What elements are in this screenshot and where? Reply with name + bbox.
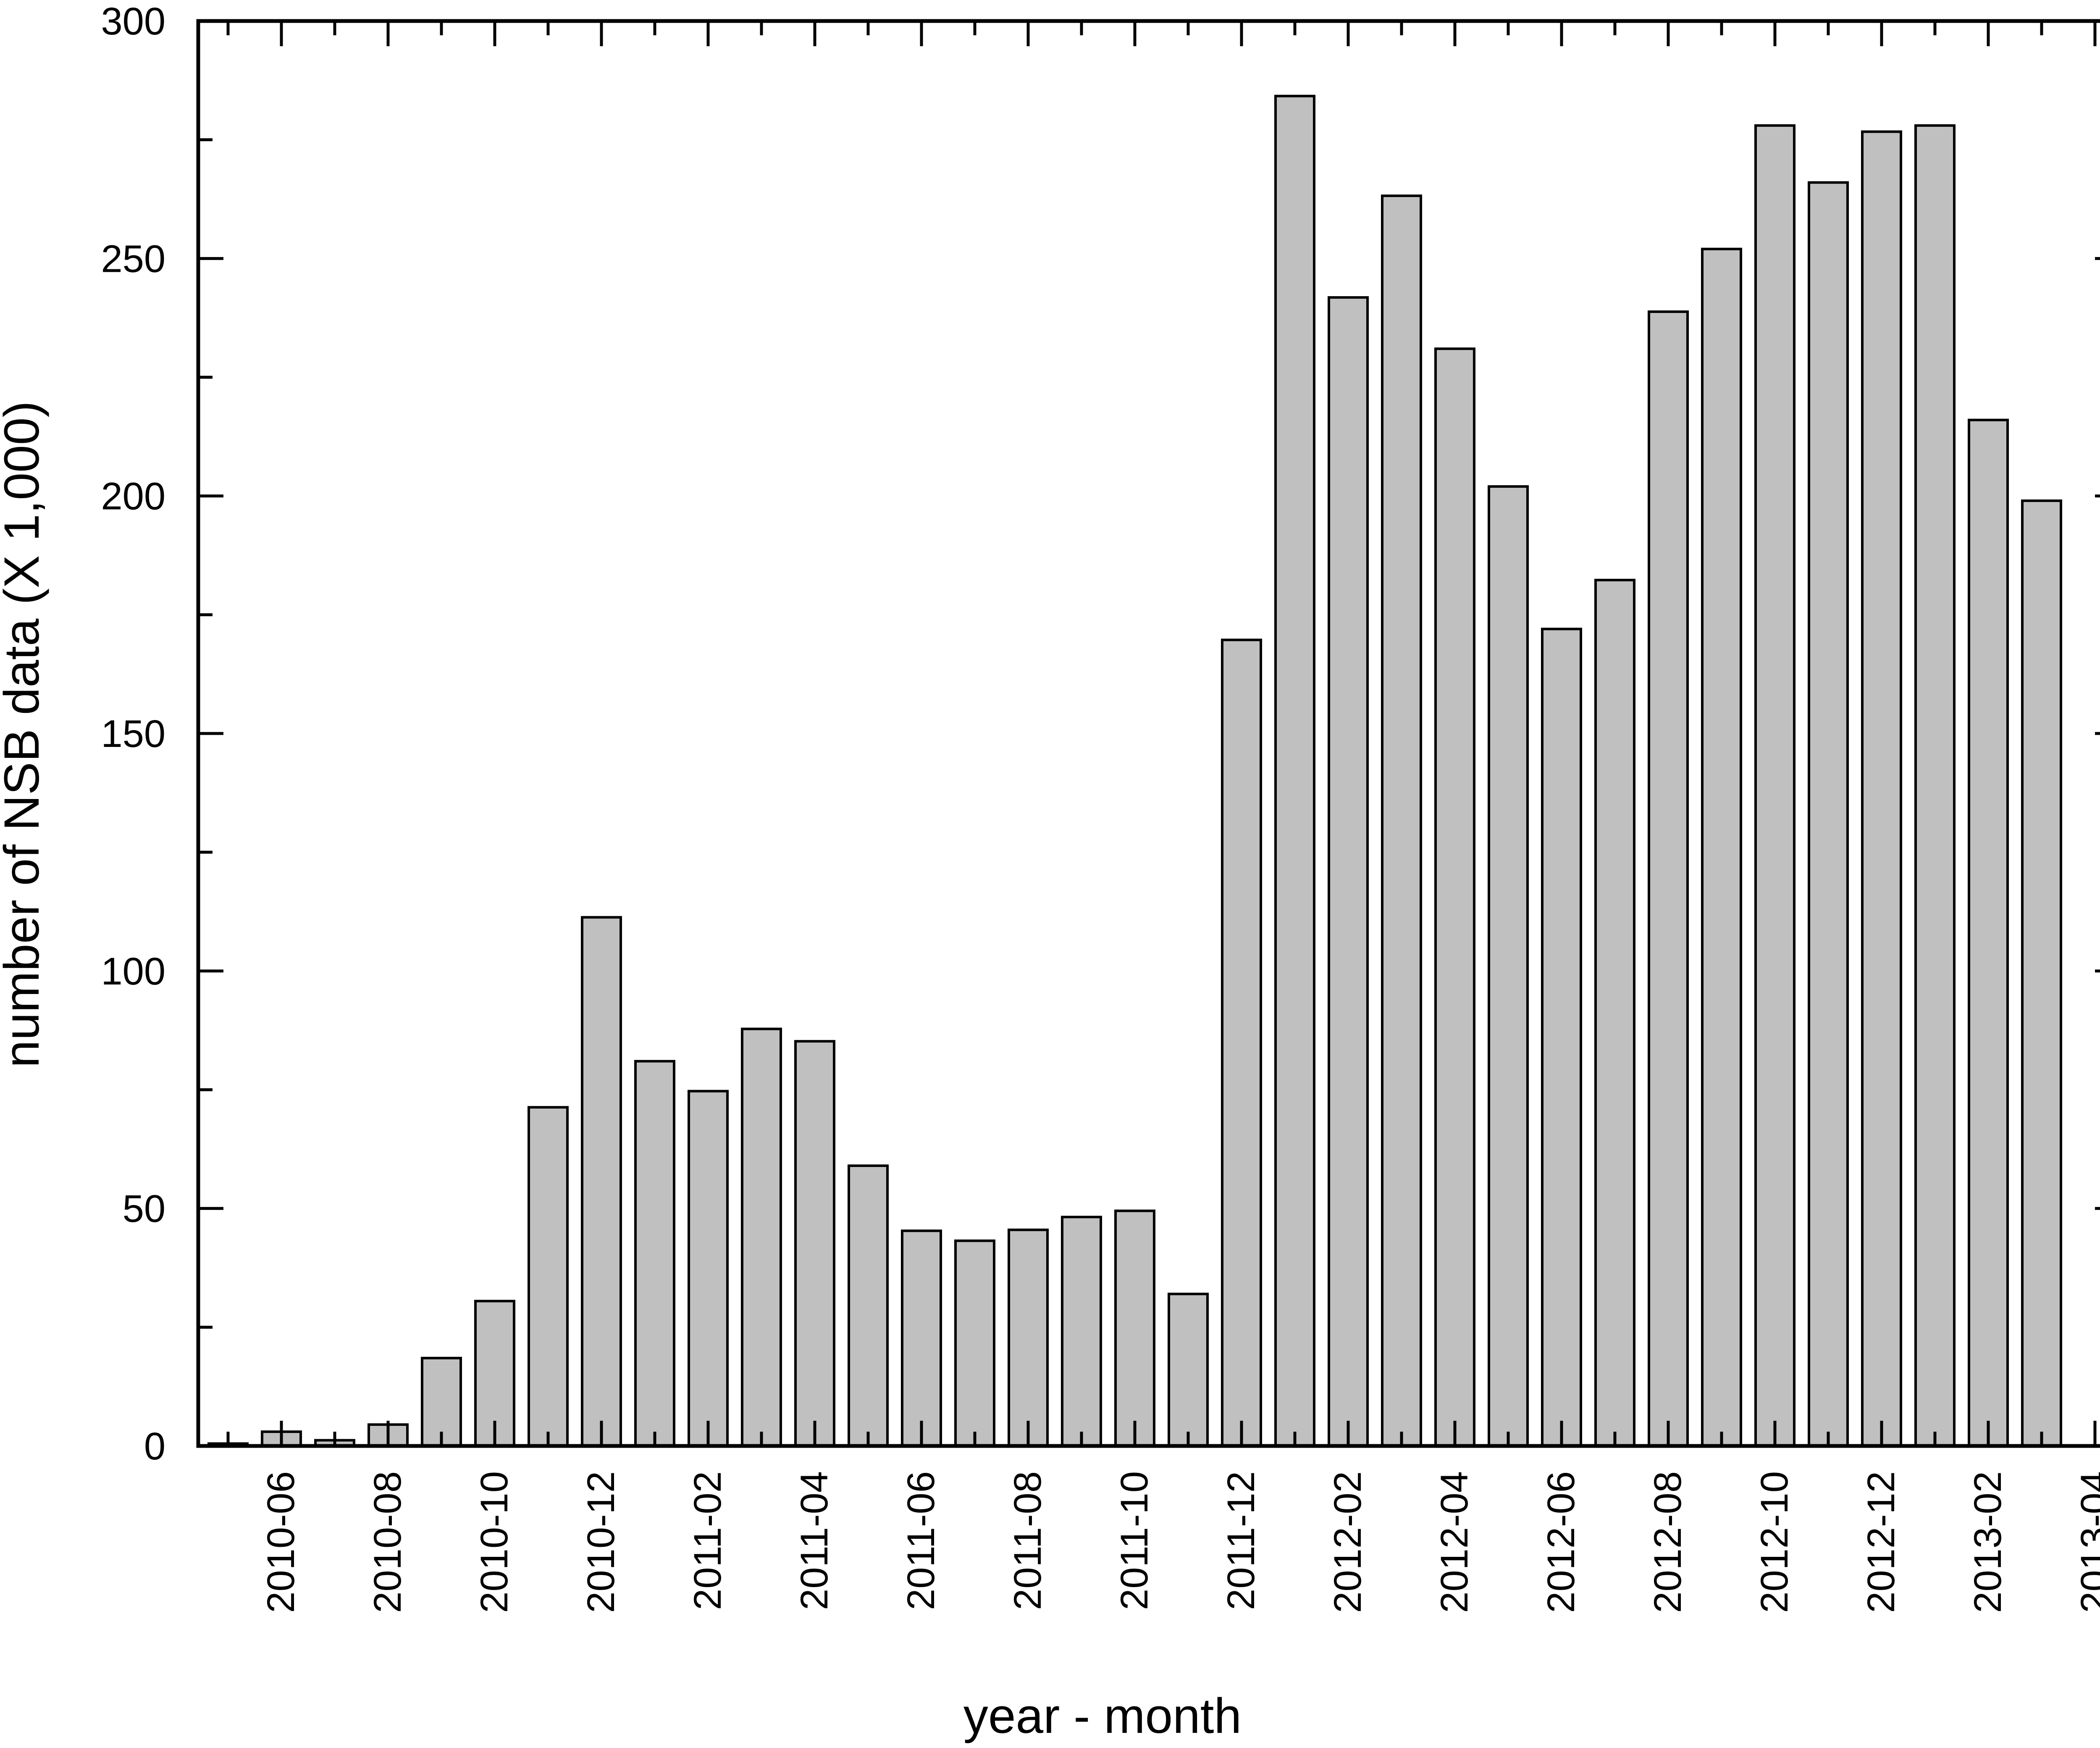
- x-tick-label: 2012-06: [1540, 1471, 1583, 1613]
- x-tick-label: 2013-04: [2073, 1471, 2100, 1613]
- bar-2011-09: [1061, 1216, 1102, 1447]
- bar-2011-04: [794, 1040, 835, 1448]
- x-tick-label: 2012-02: [1326, 1471, 1369, 1613]
- bar-2012-10: [1754, 124, 1796, 1448]
- y-tick-label: 250: [101, 237, 166, 280]
- x-tick-labels: 2010-06 2010-08 2010-10 2010-12 2011-02 2011-…: [260, 1471, 2100, 1613]
- bar-2011-10: [1114, 1209, 1155, 1448]
- x-tick-label: 2011-08: [1006, 1471, 1049, 1610]
- bar-2013-02: [1968, 418, 2009, 1447]
- bar-2012-04: [1434, 347, 1475, 1448]
- x-tick-label: 2011-02: [686, 1471, 729, 1610]
- bar-2012-09: [1701, 247, 1742, 1447]
- x-tick-label: 2010-08: [366, 1471, 409, 1613]
- y-axis-title: number of NSB data (X 1,000): [0, 401, 50, 1067]
- bar-2011-06: [901, 1229, 942, 1448]
- bars-group: [207, 95, 2062, 1448]
- x-tick-label: 2011-10: [1113, 1471, 1156, 1610]
- x-tick-label: 2010-10: [473, 1471, 516, 1613]
- y-tick-label: 150: [101, 712, 166, 755]
- bar-2011-07: [954, 1239, 995, 1447]
- bar-2011-08: [1008, 1228, 1049, 1447]
- x-tick-label: 2011-06: [900, 1471, 942, 1610]
- y-tick-label: 0: [144, 1425, 165, 1468]
- y-tick-label: 50: [123, 1188, 165, 1230]
- x-tick-label: 2013-02: [1966, 1471, 2009, 1613]
- bar-2012-05: [1488, 485, 1529, 1448]
- bar-2013-01: [1914, 124, 1956, 1448]
- bar-2012-06: [1541, 628, 1582, 1447]
- x-tick-label: 2012-10: [1753, 1471, 1796, 1613]
- y-tick-labels: 0 50 100 150 200 250 300: [101, 0, 166, 1468]
- bar-2012-02: [1328, 296, 1369, 1447]
- bar-2011-01: [634, 1060, 675, 1447]
- y-tick-label: 100: [101, 950, 166, 993]
- bar-2011-03: [741, 1028, 782, 1447]
- plot-area-frame: [196, 19, 2100, 1448]
- bar-2011-05: [848, 1164, 889, 1448]
- bar-2012-07: [1594, 578, 1635, 1447]
- x-tick-label: 2012-04: [1433, 1471, 1476, 1613]
- bar-2012-11: [1808, 181, 1849, 1447]
- bar-2012-01: [1274, 95, 1315, 1448]
- bar-2012-08: [1648, 310, 1689, 1447]
- y-tick-label: 300: [101, 0, 166, 43]
- bar-2010-11: [528, 1106, 569, 1448]
- bar-2011-02: [688, 1090, 729, 1448]
- bar-2011-11: [1168, 1293, 1209, 1448]
- x-tick-label: 2012-12: [1860, 1471, 1903, 1613]
- x-tick-label: 2010-06: [260, 1471, 302, 1613]
- bar-2010-12: [581, 916, 622, 1448]
- x-tick-label: 2010-12: [580, 1471, 622, 1613]
- bar-2012-03: [1381, 195, 1422, 1447]
- x-axis-title: year - month: [963, 1688, 1242, 1744]
- x-tick-label: 2011-04: [793, 1471, 836, 1610]
- bar-2011-12: [1221, 639, 1262, 1447]
- bar-2013-03: [2021, 499, 2062, 1447]
- x-tick-label: 2012-08: [1646, 1471, 1689, 1613]
- bar-2012-12: [1861, 130, 1902, 1448]
- x-tick-label: 2011-12: [1220, 1471, 1263, 1610]
- y-tick-label: 200: [101, 475, 166, 518]
